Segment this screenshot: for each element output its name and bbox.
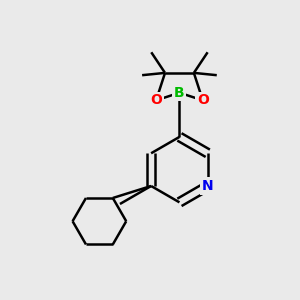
- Text: B: B: [174, 86, 185, 100]
- Text: N: N: [202, 179, 214, 193]
- Text: O: O: [197, 93, 209, 107]
- Text: O: O: [150, 93, 162, 107]
